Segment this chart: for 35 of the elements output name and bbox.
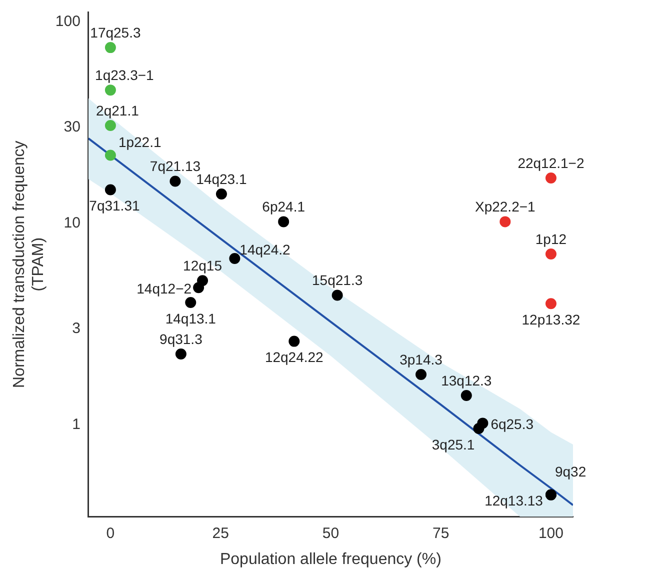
x-tick-label: 75	[432, 524, 450, 542]
annotation: 14q12−2	[136, 280, 192, 297]
annotation: 15q21.3	[312, 272, 363, 288]
annotation: 22q12.1−2	[518, 154, 584, 171]
annotation: 12p13.32	[522, 311, 580, 328]
annotation: Xp22.2−1	[474, 198, 536, 215]
x-tick-label: 0	[106, 524, 115, 542]
x-axis-title: Population allele frequency (%)	[220, 550, 442, 568]
annotation: 12q13.13	[484, 492, 544, 509]
annotation: 7q31.31	[89, 198, 140, 214]
annotation: 2q21.1	[96, 102, 140, 118]
annotation: 3p14.3	[400, 351, 443, 368]
y-tick-label: 3	[72, 320, 80, 337]
annotation: 12q24.22	[264, 349, 324, 366]
annotation: 6q25.3	[490, 416, 534, 432]
annotation: 3q25.1	[432, 436, 475, 452]
y-tick-label: 100	[55, 13, 80, 30]
annotation: 14q13.1	[165, 310, 216, 326]
annotation: 1p22.1	[118, 134, 162, 150]
x-tick-label: 25	[212, 524, 229, 542]
annotation: 12q15	[183, 258, 222, 274]
annotation: 14q24.2	[240, 241, 290, 258]
y-tick-label: 30	[64, 118, 80, 136]
x-tick-label: 50	[322, 524, 340, 542]
annotation: 6p24.1	[262, 198, 306, 215]
annotation: 17q25.3	[90, 24, 141, 40]
y-tick-label: 10	[64, 214, 80, 232]
annotation: 1p12	[535, 230, 567, 247]
annotation: 9q31.3	[160, 330, 203, 347]
y-tick-label: 1	[72, 416, 80, 434]
annotation: 13q12.3	[441, 372, 492, 388]
y-axis-title: Normalized transduction frequency (TPAM)	[11, 140, 48, 388]
annotation: 9q32	[554, 464, 586, 480]
x-tick-label: 100	[538, 524, 564, 542]
annotation: 1q23.3−1	[95, 66, 154, 83]
